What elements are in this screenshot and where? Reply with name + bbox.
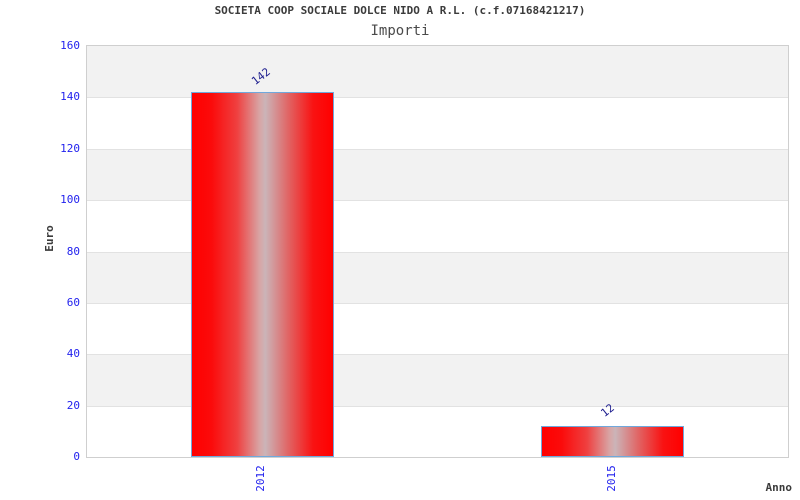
y-axis-title: Euro	[42, 225, 56, 252]
chart-title: SOCIETA COOP SOCIALE DOLCE NIDO A R.L. (…	[214, 4, 586, 17]
gridline	[87, 406, 788, 407]
y-tick-label: 40	[66, 347, 80, 361]
x-axis-tick-labels: 2012 2015	[86, 458, 789, 500]
y-tick-label: 100	[60, 193, 80, 207]
gridline	[87, 97, 788, 98]
gridline	[87, 252, 788, 253]
y-tick-label: 120	[60, 141, 80, 155]
gridline	[87, 303, 788, 304]
y-tick-label: 60	[66, 295, 80, 309]
bar-2012[interactable]	[191, 92, 334, 457]
y-tick-label: 80	[66, 244, 80, 258]
x-tick-label-2015: 2015	[604, 465, 618, 492]
plot-band	[87, 46, 788, 98]
gridline	[87, 149, 788, 150]
y-tick-label: 0	[73, 450, 80, 463]
y-tick-label: 140	[60, 90, 80, 104]
y-tick-label: 20	[66, 398, 80, 412]
plot-area: 142 12	[86, 45, 789, 458]
gridline	[87, 354, 788, 355]
chart-subtitle: Importi	[370, 23, 430, 39]
y-axis-tick-labels: 0 20 40 60 80 100 120 140 160	[14, 39, 80, 463]
y-tick-label: 160	[60, 39, 80, 52]
bar-2015[interactable]	[541, 426, 684, 457]
gridline	[87, 200, 788, 201]
x-tick-label-2012: 2012	[254, 465, 267, 492]
x-axis-title: Anno	[765, 481, 793, 494]
